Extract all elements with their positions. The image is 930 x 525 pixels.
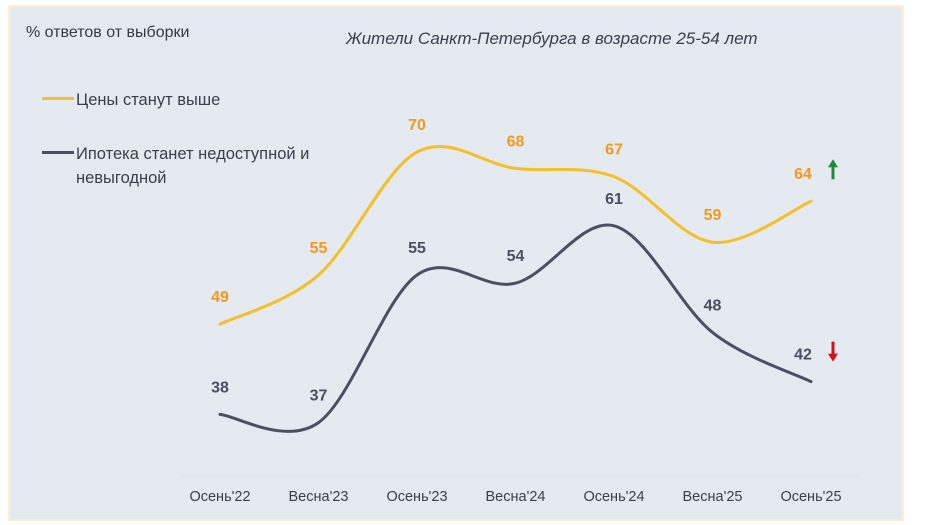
x-tick-label: Осень'23 [386, 489, 447, 505]
data-label: 70 [408, 117, 426, 134]
data-label: 55 [310, 240, 328, 257]
data-label: 42 [794, 347, 812, 364]
legend-item-prices: Цены станут выше [42, 88, 376, 112]
legend-item-mortgage: Ипотека станет недоступной и невыгодной [42, 142, 346, 190]
x-tick-label: Осень'22 [189, 489, 250, 505]
legend-label: Цены станут выше [76, 91, 221, 109]
data-label: 37 [310, 388, 328, 405]
trend-down-arrow-icon [828, 341, 838, 362]
data-label: 61 [605, 191, 623, 208]
data-label: 68 [507, 133, 525, 150]
data-label: 48 [704, 297, 722, 314]
data-label: 55 [408, 240, 426, 257]
data-label: 64 [794, 166, 812, 183]
data-label: 67 [605, 142, 623, 159]
series-line-0 [218, 145, 813, 326]
trend-up-arrow-icon [828, 159, 838, 180]
chart-panel [8, 5, 904, 521]
legend-swatch [42, 97, 74, 101]
chart-title: Жители Санкт-Петербурга в возрасте 25-54… [346, 29, 758, 48]
x-tick-label: Осень'24 [583, 489, 644, 505]
data-label: 54 [507, 248, 525, 265]
data-label: 38 [211, 379, 229, 396]
legend-label: Ипотека станет недоступной и невыгодной [76, 145, 310, 187]
x-tick-label: Весна'25 [683, 489, 743, 505]
legend-swatch [42, 151, 74, 155]
x-tick-label: Весна'23 [289, 489, 349, 505]
series-line-1 [218, 223, 813, 433]
y-axis-label: % ответов от выборки [26, 24, 190, 41]
data-label: 59 [704, 207, 722, 224]
data-label: 49 [211, 289, 229, 306]
x-tick-label: Осень'25 [780, 489, 841, 505]
x-tick-label: Весна'24 [486, 489, 546, 505]
